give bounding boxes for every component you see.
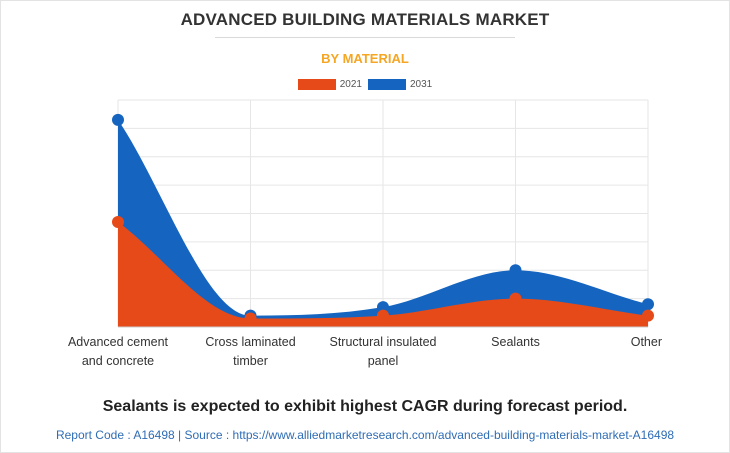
x-tick-label: timber bbox=[233, 354, 268, 368]
legend-swatch-2031 bbox=[368, 79, 406, 90]
data-point-2021 bbox=[642, 309, 654, 322]
data-point-2021 bbox=[377, 309, 389, 322]
chart-caption: Sealants is expected to exhibit highest … bbox=[102, 398, 628, 415]
x-tick-label: Advanced cement bbox=[68, 335, 169, 349]
x-tick-label: Cross laminated bbox=[205, 335, 295, 349]
legend-item-2021[interactable]: 2021 bbox=[297, 79, 362, 90]
legend-label-2031: 2031 bbox=[410, 79, 433, 90]
source-line[interactable]: Report Code : A16498 | Source : https://… bbox=[55, 428, 675, 442]
x-tick-label: Structural insulated bbox=[329, 335, 436, 349]
data-point-2021 bbox=[244, 312, 257, 325]
data-point-2031 bbox=[642, 298, 654, 311]
data-point-2031 bbox=[377, 301, 389, 314]
legend: 2021 2031 bbox=[0, 79, 730, 90]
chart-subtitle: BY MATERIAL bbox=[321, 51, 409, 66]
chart-title: ADVANCED BUILDING MATERIALS MARKET bbox=[180, 10, 550, 29]
legend-label-2021: 2021 bbox=[339, 79, 362, 90]
legend-swatch-2021 bbox=[297, 79, 336, 90]
data-point-2021 bbox=[509, 292, 522, 305]
x-tick-label: Sealants bbox=[491, 335, 540, 349]
legend-item-2031[interactable]: 2031 bbox=[368, 79, 432, 90]
x-tick-label: and concrete bbox=[82, 354, 154, 368]
data-point-2021 bbox=[112, 216, 124, 229]
x-tick-label: Other bbox=[631, 335, 662, 349]
data-point-2031 bbox=[112, 113, 124, 126]
x-tick-label: panel bbox=[368, 354, 399, 368]
data-point-2031 bbox=[509, 264, 522, 277]
title-divider bbox=[215, 37, 515, 38]
